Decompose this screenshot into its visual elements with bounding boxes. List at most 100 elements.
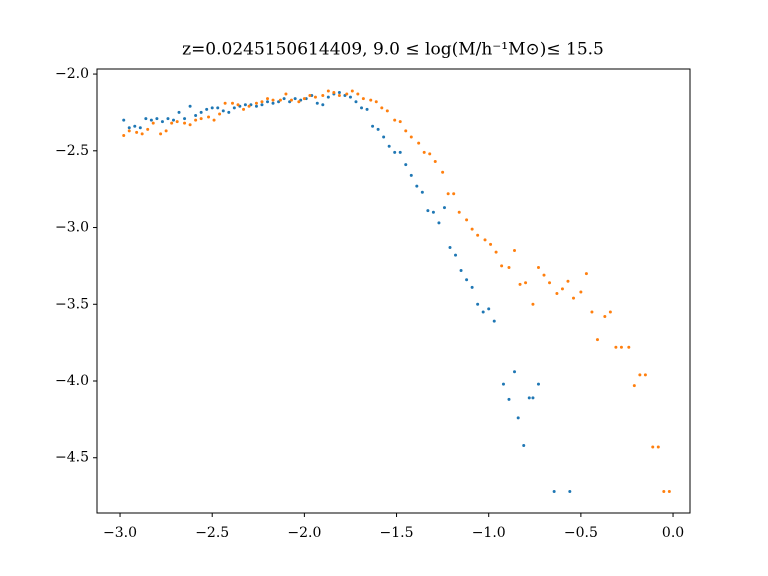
point xyxy=(555,292,559,296)
point xyxy=(614,345,618,349)
point xyxy=(507,265,511,269)
point xyxy=(448,245,452,249)
point xyxy=(542,273,546,277)
point xyxy=(308,94,312,98)
x-tick-label: 0.0 xyxy=(662,525,684,541)
point xyxy=(433,160,437,164)
point xyxy=(638,373,642,377)
point xyxy=(223,101,227,105)
x-tick-label: −2.0 xyxy=(287,525,321,541)
point xyxy=(531,396,535,400)
point xyxy=(151,121,155,125)
point xyxy=(321,94,325,98)
point xyxy=(365,107,369,111)
point xyxy=(194,114,198,118)
point xyxy=(667,490,671,494)
point xyxy=(489,242,493,246)
point xyxy=(382,135,386,139)
point xyxy=(166,117,170,121)
point xyxy=(536,382,540,386)
point xyxy=(260,103,264,107)
point xyxy=(426,209,430,213)
point xyxy=(393,118,397,122)
point xyxy=(387,144,391,148)
point xyxy=(457,210,461,214)
point xyxy=(171,118,175,122)
point xyxy=(175,120,179,124)
point xyxy=(183,121,187,125)
point xyxy=(266,100,270,104)
point xyxy=(313,95,317,99)
point xyxy=(122,133,126,137)
point xyxy=(595,338,599,342)
x-tick-label: −2.5 xyxy=(195,525,229,541)
point xyxy=(470,227,474,231)
point xyxy=(326,95,330,99)
point xyxy=(552,490,556,494)
point xyxy=(302,97,306,101)
point xyxy=(360,106,364,110)
point xyxy=(651,445,655,449)
point xyxy=(293,97,297,101)
point xyxy=(548,281,552,285)
point xyxy=(218,112,222,116)
point xyxy=(376,127,380,131)
x-tick-label: −3.0 xyxy=(103,525,137,541)
point xyxy=(297,100,301,104)
point xyxy=(470,285,474,289)
point xyxy=(422,150,426,154)
point xyxy=(516,416,520,420)
point xyxy=(232,106,236,110)
point xyxy=(476,302,480,306)
point xyxy=(441,170,445,174)
point xyxy=(170,121,174,125)
point xyxy=(369,98,373,102)
point xyxy=(643,373,647,377)
point xyxy=(428,152,432,156)
plot-frame xyxy=(96,68,691,514)
point xyxy=(420,190,424,194)
point xyxy=(483,238,487,242)
point xyxy=(356,92,360,96)
point xyxy=(398,150,402,154)
point xyxy=(404,163,408,167)
y-tick-label: −4.5 xyxy=(55,450,89,466)
point xyxy=(266,97,270,101)
point xyxy=(656,445,660,449)
point xyxy=(140,132,144,136)
point xyxy=(183,117,187,121)
point xyxy=(227,110,231,114)
point xyxy=(146,127,150,131)
point xyxy=(452,192,456,196)
y-tick-label: −4.0 xyxy=(55,373,89,389)
point xyxy=(603,315,607,319)
point xyxy=(579,290,583,294)
point xyxy=(632,384,636,388)
point xyxy=(560,287,564,291)
point xyxy=(590,310,594,314)
point xyxy=(415,184,419,188)
point xyxy=(326,89,330,93)
point xyxy=(492,319,496,323)
x-tick-label: −0.5 xyxy=(564,525,598,541)
y-tick-label: −2.5 xyxy=(55,143,89,159)
point xyxy=(465,278,469,282)
point xyxy=(522,443,526,447)
point xyxy=(348,95,352,99)
point xyxy=(127,126,131,130)
point xyxy=(210,106,214,110)
point xyxy=(254,104,258,108)
point xyxy=(513,249,517,253)
point xyxy=(501,382,505,386)
point xyxy=(337,90,341,94)
point xyxy=(494,250,498,254)
point xyxy=(278,98,282,102)
point xyxy=(572,296,576,300)
point xyxy=(481,310,485,314)
point xyxy=(135,130,139,134)
point xyxy=(465,218,469,222)
point xyxy=(536,265,540,269)
point xyxy=(205,107,209,111)
point xyxy=(566,279,570,283)
